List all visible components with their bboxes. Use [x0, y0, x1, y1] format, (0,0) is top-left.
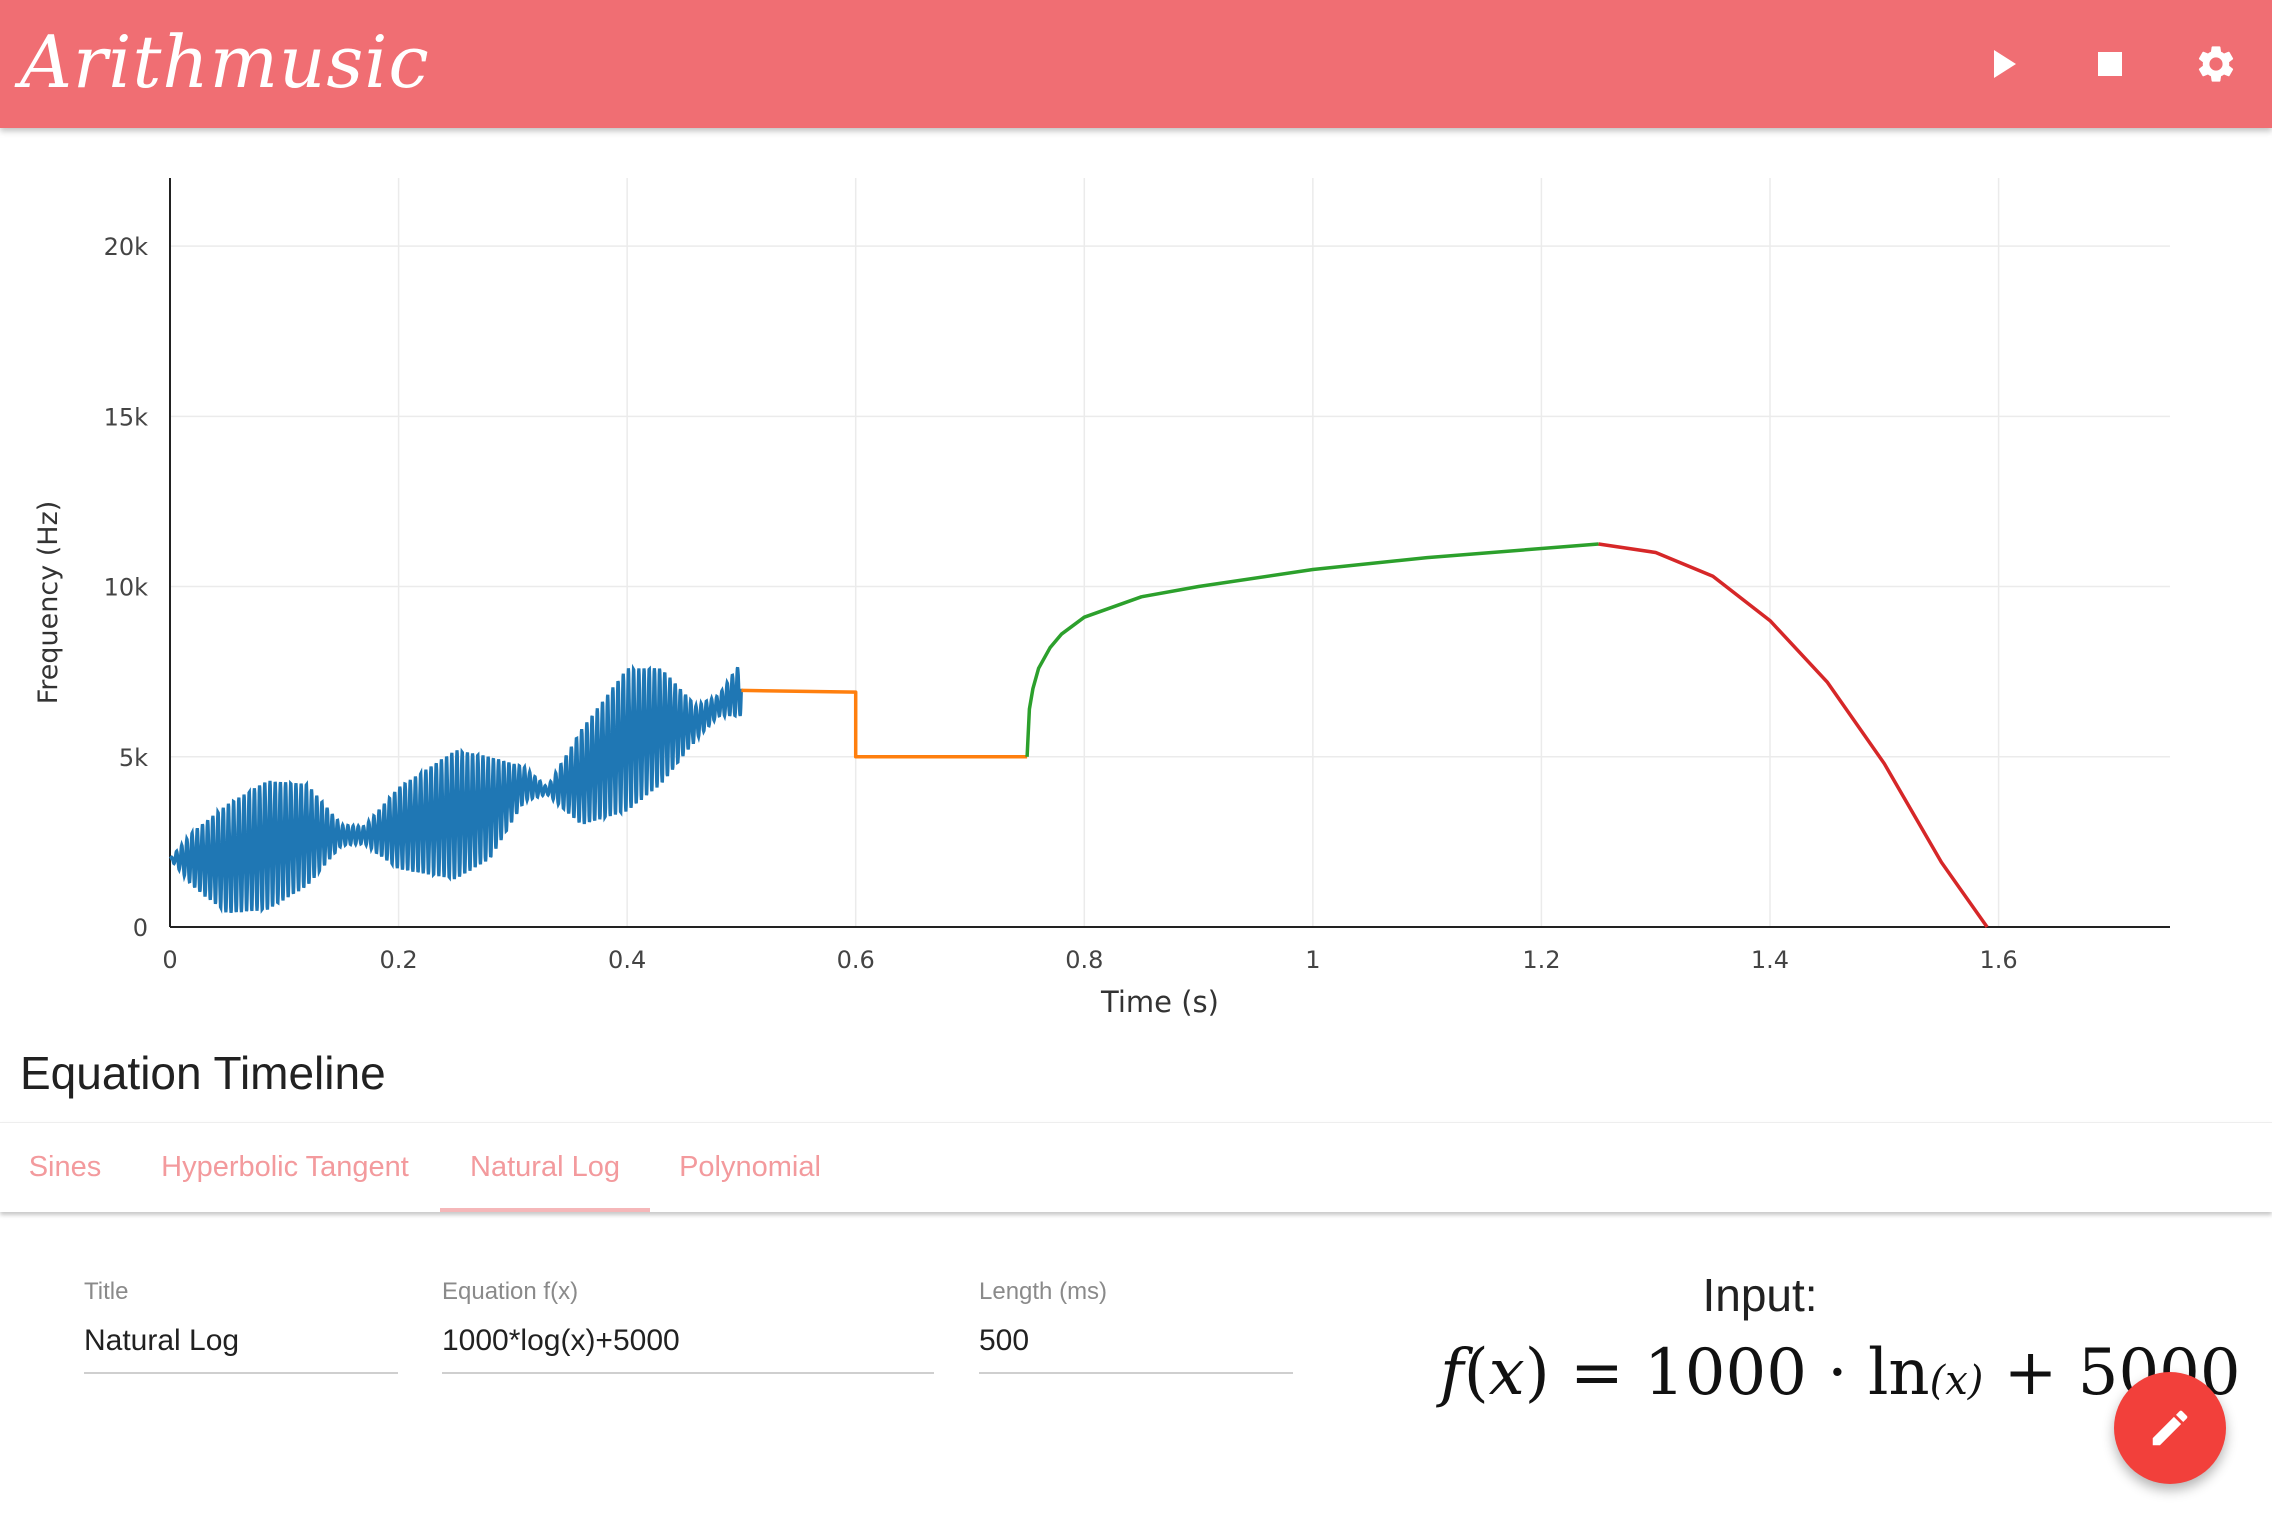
title-field-label: Title — [84, 1278, 129, 1305]
y-tick-label: 10k — [104, 574, 149, 602]
x-tick-label: 0.2 — [379, 946, 417, 974]
x-tick-label: 0.8 — [1065, 946, 1103, 974]
series-line-0 — [169, 663, 743, 914]
tab-hyperbolic-tangent[interactable]: Hyperbolic Tangent — [161, 1151, 409, 1183]
formula-argument: (x) — [1929, 1358, 1984, 1404]
gear-icon — [2198, 46, 2234, 82]
x-tick-label: 0.4 — [608, 946, 646, 974]
x-tick-label: 0.6 — [837, 946, 875, 974]
length-field-label: Length (ms) — [979, 1278, 1108, 1305]
formula-function: ln — [1867, 1336, 1930, 1410]
x-tick-label: 1.4 — [1751, 946, 1789, 974]
length-input[interactable]: 500 — [979, 1324, 1293, 1374]
tab-polynomial[interactable]: Polynomial — [679, 1151, 821, 1183]
equation-field-label: Equation f(x) — [442, 1278, 579, 1305]
stop-button[interactable] — [2080, 34, 2140, 94]
stop-icon — [2098, 52, 2122, 76]
series-line-1 — [741, 688, 1028, 759]
input-heading: Input: — [1702, 1269, 1818, 1321]
formula-equals-coefficient: = 1000 · — [1549, 1336, 1868, 1410]
length-field[interactable]: Length (ms) 500 — [979, 1278, 1293, 1374]
x-tick-label: 1.2 — [1522, 946, 1560, 974]
frequency-chart[interactable]: 0 0.2 0.4 0.6 0.8 1 1.2 1.4 1.6 0 5k 10k 15k 20k Time … — [0, 130, 2272, 1030]
formula-lhs: f — [1440, 1336, 1464, 1410]
equation-input[interactable]: 1000*log(x)+5000 — [442, 1324, 934, 1374]
tab-sines[interactable]: Sines — [28, 1151, 102, 1183]
equation-timeline-heading: Equation Timeline — [20, 1047, 386, 1099]
x-tick-label: 0 — [162, 946, 177, 974]
equation-tabs: Sines Hyperbolic Tangent Natural Log Pol… — [0, 1122, 2272, 1212]
play-button[interactable] — [1974, 34, 2034, 94]
rendered-formula: f(x) = 1000 · ln(x) + 5000 — [1440, 1336, 2241, 1410]
formula-close-paren: ) — [1524, 1336, 1550, 1410]
formula-variable: x — [1488, 1336, 1525, 1410]
x-tick-label: 1 — [1305, 946, 1320, 974]
title-field[interactable]: Title Natural Log — [84, 1278, 398, 1374]
tab-natural-log[interactable]: Natural Log — [440, 1123, 650, 1212]
series-line-3 — [1598, 542, 1989, 929]
x-axis-label: Time (s) — [1100, 985, 1219, 1019]
y-axis-label: Frequency (Hz) — [33, 501, 64, 705]
formula-open-paren: ( — [1463, 1336, 1489, 1410]
y-tick-label: 5k — [119, 744, 148, 772]
frequency-chart-svg: 0 0.2 0.4 0.6 0.8 1 1.2 1.4 1.6 0 5k 10k 15k 20k Time … — [33, 178, 2170, 1019]
x-tick-label: 1.6 — [1979, 946, 2017, 974]
y-tick-label: 0 — [133, 914, 148, 942]
y-tick-label: 15k — [104, 403, 149, 431]
play-icon — [1994, 50, 2016, 78]
pencil-icon — [2152, 1410, 2188, 1446]
edit-button[interactable] — [2114, 1372, 2226, 1484]
app-bar: Arithmusic — [0, 0, 2272, 128]
app-title: Arithmusic — [20, 20, 430, 104]
title-input[interactable]: Natural Log — [84, 1324, 398, 1374]
series-line-2 — [1025, 542, 1599, 757]
y-tick-label: 20k — [104, 233, 149, 261]
settings-button[interactable] — [2186, 34, 2246, 94]
equation-field[interactable]: Equation f(x) 1000*log(x)+5000 — [442, 1278, 934, 1374]
